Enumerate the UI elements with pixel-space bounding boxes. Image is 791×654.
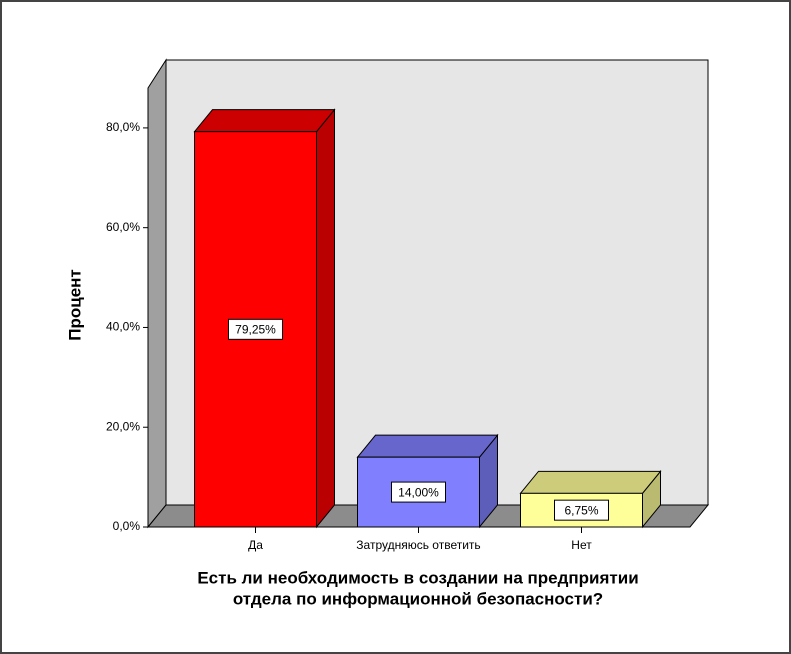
bar-side	[316, 108, 335, 529]
value-label: 14,00%	[398, 485, 439, 499]
y-tick-label: 80,0%	[106, 120, 140, 134]
x-axis-title: Есть ли необходимость в создании на пред…	[197, 568, 638, 587]
value-label-box	[228, 318, 283, 340]
side-wall	[147, 58, 167, 529]
y-tick-label: 60,0%	[106, 220, 140, 234]
bar	[193, 108, 336, 529]
y-tick-label: 0,0%	[113, 519, 141, 533]
value-label: 79,25%	[235, 322, 276, 336]
y-tick-label: 40,0%	[106, 320, 140, 334]
y-tick-label: 20,0%	[106, 419, 140, 433]
bar	[356, 433, 499, 529]
value-label-box	[391, 481, 446, 503]
bar-top	[356, 434, 499, 458]
bar-top	[193, 109, 336, 133]
x-tick-label: Да	[248, 538, 263, 552]
x-tick-label: Нет	[571, 538, 592, 552]
x-tick-label: Затрудняюсь ответить	[356, 538, 480, 552]
y-axis-title: Процент	[65, 269, 84, 341]
value-label: 6,75%	[564, 503, 598, 517]
bar-top	[519, 470, 662, 494]
x-axis-title: отдела по информационной безопасности?	[233, 589, 603, 608]
value-label-box	[554, 499, 609, 521]
